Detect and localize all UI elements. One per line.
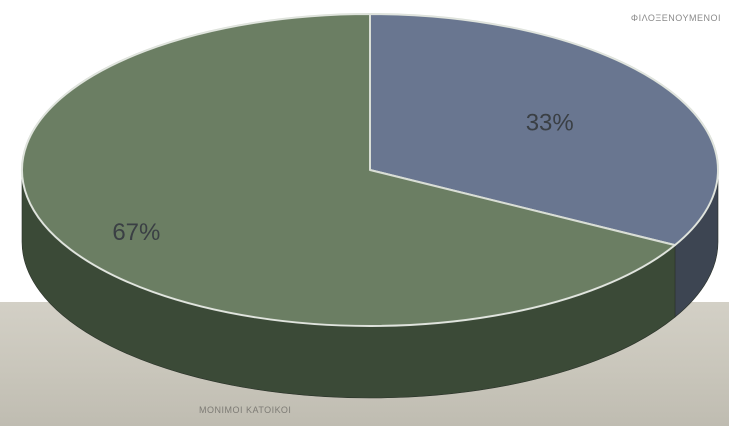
legend-label-guests: ΦΙΛΟΞΕΝΟΥΜΕΝΟΙ: [630, 13, 721, 23]
pie-rim-highlight: [21, 13, 719, 327]
pie-slice-0: [369, 13, 719, 247]
pie-tops: [21, 13, 719, 327]
legend-label-residents: ΜΟΝΙΜΟΙ ΚΑΤΟΙΚΟΙ: [199, 405, 292, 415]
pie-slice-label-1: 67%: [112, 219, 160, 246]
pie-labels: 33% 67%: [112, 109, 573, 246]
pie-slice-1: [21, 13, 676, 327]
pie-slice-label-0: 33%: [526, 109, 574, 136]
